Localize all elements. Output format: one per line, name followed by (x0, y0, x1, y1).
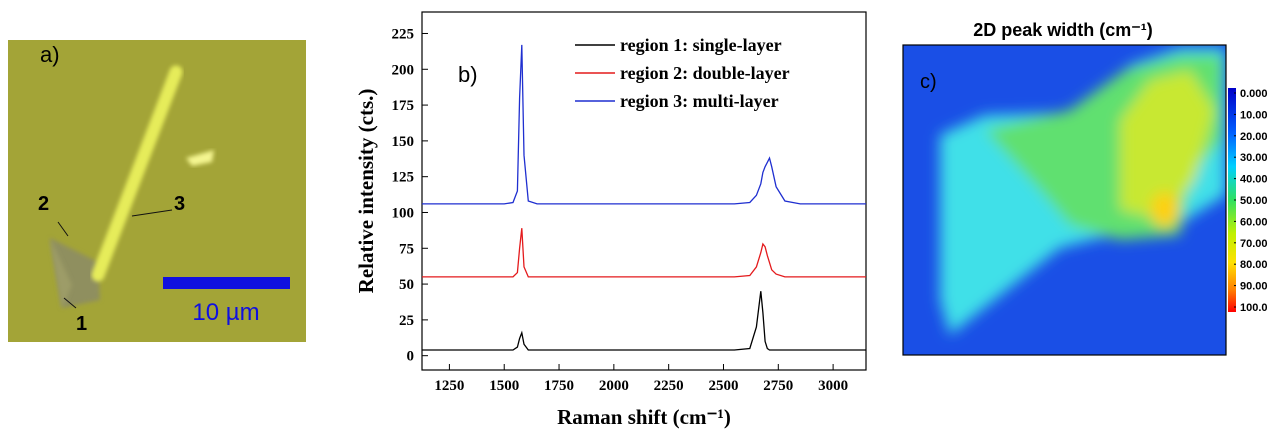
x-tick-label: 3000 (818, 378, 848, 394)
colorbar-tick-label: 10.00 (1240, 109, 1268, 121)
x-tick-label: 2500 (708, 378, 738, 394)
micrograph: a) 1 2 3 10 µm (8, 40, 306, 342)
y-tick-label: 75 (399, 241, 414, 257)
legend-label: region 3: multi-layer (620, 91, 779, 111)
panel-label: a) (40, 42, 60, 67)
colorbar-tick-label: 20.00 (1240, 131, 1268, 143)
point-label: 3 (174, 193, 185, 215)
colorbar-tick-label: 50.00 (1240, 195, 1268, 207)
y-tick-label: 200 (392, 62, 415, 78)
heatmap-title: 2D peak width (cm⁻¹) (973, 20, 1153, 40)
x-tick-label: 1750 (544, 378, 574, 394)
colorbar-tick-label: 30.00 (1240, 152, 1268, 164)
y-tick-label: 50 (399, 277, 414, 293)
panel-label: b) (458, 62, 478, 87)
colorbar-tick-label: 70.00 (1240, 238, 1268, 250)
legend-label: region 2: double-layer (620, 63, 790, 83)
y-tick-label: 25 (399, 313, 414, 329)
point-label: 2 (38, 193, 49, 215)
legend-label: region 1: single-layer (620, 35, 782, 55)
x-tick-label: 2000 (599, 378, 629, 394)
y-tick-label: 100 (392, 205, 415, 221)
y-tick-label: 225 (392, 26, 415, 42)
x-tick-label: 2750 (763, 378, 793, 394)
x-tick-label: 2250 (654, 378, 684, 394)
scale-bar-label: 10 µm (192, 299, 259, 326)
x-axis-label: Raman shift (cm⁻¹) (557, 405, 731, 429)
y-tick-label: 0 (407, 349, 415, 365)
series-line (422, 291, 866, 351)
series-line (422, 44, 866, 205)
y-axis-label: Relative intensity (cts.) (354, 89, 378, 294)
raman-chart: b) Raman shift (cm⁻¹) Relative intensity… (354, 11, 867, 429)
colorbar-tick-label: 100.0 (1240, 302, 1268, 314)
colorbar (1228, 88, 1236, 312)
plot-frame (421, 11, 867, 371)
colorbar-tick-label: 90.00 (1240, 281, 1268, 293)
colorbar-tick-label: 40.00 (1240, 174, 1268, 186)
heatmap: 2D peak width (cm⁻¹) c) (902, 20, 1236, 356)
colorbar-tick-label: 60.00 (1240, 216, 1268, 228)
x-tick-label: 1250 (434, 378, 464, 394)
colorbar-tick-label: 0.000 (1240, 88, 1268, 100)
colorbar-tick-label: 80.00 (1240, 259, 1268, 271)
x-tick-label: 1500 (489, 378, 519, 394)
panel-label: c) (920, 71, 937, 93)
y-tick-label: 150 (392, 134, 415, 150)
point-label: 1 (76, 313, 87, 335)
series-line (422, 228, 866, 278)
y-tick-label: 125 (392, 170, 415, 186)
y-tick-label: 175 (392, 98, 415, 114)
